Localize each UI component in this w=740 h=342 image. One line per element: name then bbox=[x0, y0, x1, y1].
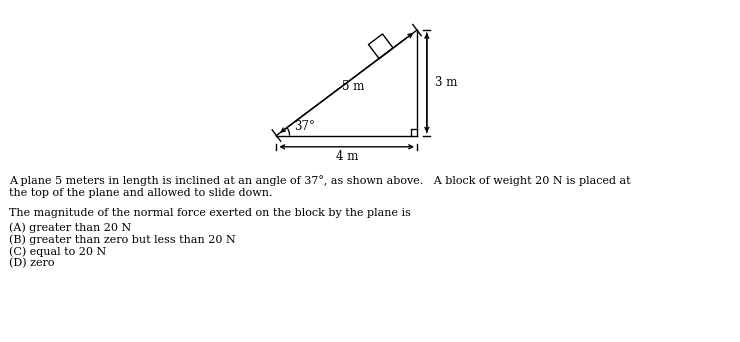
Text: 5 m: 5 m bbox=[341, 80, 364, 93]
Text: (A) greater than 20 N: (A) greater than 20 N bbox=[9, 222, 131, 233]
Text: 37°: 37° bbox=[294, 120, 314, 133]
Text: (C) equal to 20 N: (C) equal to 20 N bbox=[9, 246, 106, 256]
Text: 3 m: 3 m bbox=[434, 76, 457, 89]
Text: the top of the plane and allowed to slide down.: the top of the plane and allowed to slid… bbox=[9, 188, 272, 198]
Text: The magnitude of the normal force exerted on the block by the plane is: The magnitude of the normal force exerte… bbox=[9, 208, 411, 218]
Text: 4 m: 4 m bbox=[335, 150, 358, 163]
Text: A plane 5 meters in length is inclined at an angle of 37°, as shown above.   A b: A plane 5 meters in length is inclined a… bbox=[9, 175, 630, 186]
Text: (B) greater than zero but less than 20 N: (B) greater than zero but less than 20 N bbox=[9, 234, 235, 245]
Text: (D) zero: (D) zero bbox=[9, 258, 54, 268]
